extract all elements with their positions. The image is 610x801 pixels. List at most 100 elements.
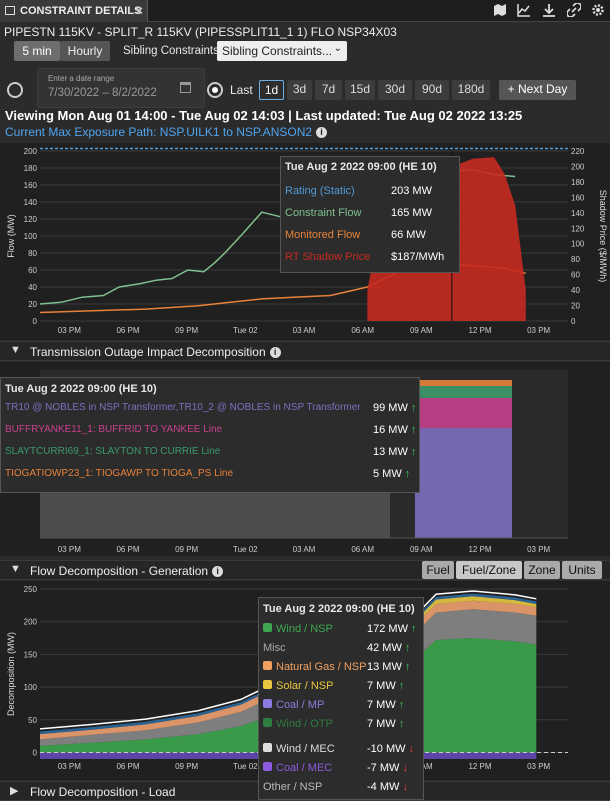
close-icon[interactable]: ×	[135, 3, 143, 18]
tab-title: CONSTRAINT DETAILS	[20, 5, 142, 17]
tooltip-row-label: Rating (Static)	[285, 185, 355, 197]
max-exposure-text: Current Max Exposure Path: NSP.UILK1 to …	[5, 125, 313, 139]
tooltip-row-value: 66 MW	[391, 229, 426, 241]
interval-5min-button[interactable]: 5 min	[14, 41, 60, 61]
tooltip-title: Tue Aug 2 2022 09:00 (HE 10)	[263, 603, 415, 615]
tooltip-row: BUFFRYANKE11_1: BUFFRID TO YANKEE Line 16…	[1, 421, 419, 439]
outage-series-area	[415, 380, 512, 386]
tooltip-row-label: Wind / MEC	[263, 743, 335, 755]
range-30d-button[interactable]: 30d	[378, 80, 412, 100]
flame-icon	[263, 661, 272, 670]
tooltip-row: Wind / NSP 172 MW ↑	[259, 620, 423, 638]
sibling-select-value: Sibling Constraints...	[222, 44, 333, 58]
date-range-radio[interactable]	[7, 82, 23, 98]
y-axis-label: Flow (MW)	[6, 214, 16, 258]
tab-bar: CONSTRAINT DETAILS ×	[0, 0, 610, 22]
max-exposure-path-link[interactable]: Current Max Exposure Path: NSP.UILK1 to …	[5, 125, 328, 139]
range-7d-button[interactable]: 7d	[315, 80, 342, 100]
chevron-down-icon: ▼	[10, 563, 21, 575]
tooltip-row-value: 7 MW ↑	[367, 680, 405, 692]
tooltip-row-value: 99 MW ↑	[373, 402, 417, 414]
generation-tooltip: Tue Aug 2 2022 09:00 (HE 10) Wind / NSP 1…	[258, 597, 424, 800]
arrow-down-icon: ↓	[408, 743, 415, 755]
tooltip-row-label: TIOGATIOWP23_1: TIOGAWP TO TIOGA_PS Line	[5, 468, 234, 479]
outage-section-header[interactable]: ▼ Transmission Outage Impact Decompositi…	[0, 341, 610, 361]
arrow-up-icon: ↑	[411, 623, 417, 635]
tooltip-row: Coal / MEC -7 MW ↓	[259, 759, 423, 777]
tooltip-row-value: -10 MW ↓	[367, 743, 415, 755]
arrow-up-icon: ↑	[404, 468, 411, 480]
arrow-up-icon: ↑	[410, 446, 417, 458]
tooltip-row: Misc 42 MW ↑	[259, 639, 423, 657]
outage-tooltip: Tue Aug 2 2022 09:00 (HE 10) TR10 @ NOBL…	[0, 377, 420, 493]
interval-hourly-button[interactable]: Hourly	[60, 41, 110, 61]
range-1d-button[interactable]: 1d	[259, 80, 284, 100]
y-tick-label: 50	[28, 716, 37, 725]
y-right-tick-label: 220	[571, 147, 585, 156]
arrow-up-icon: ↑	[398, 718, 405, 730]
toggle-zone-button[interactable]: Zone	[524, 561, 560, 579]
tooltip-row-label: BUFFRYANKE11_1: BUFFRID TO YANKEE Line	[5, 424, 223, 435]
toggle-fuel-zone-button[interactable]: Fuel/Zone	[456, 561, 522, 579]
chevron-down-icon: ▼	[10, 344, 21, 356]
info-icon[interactable]: i	[269, 347, 281, 359]
solar-icon	[263, 680, 272, 689]
info-icon[interactable]: i	[316, 127, 328, 139]
tooltip-row-value: 172 MW ↑	[367, 623, 417, 635]
arrow-down-icon: ↓	[402, 781, 408, 793]
x-tick-label: 03 PM	[527, 326, 550, 335]
toggle-fuel-button[interactable]: Fuel	[422, 561, 454, 579]
next-day-button[interactable]: + Next Day	[499, 80, 576, 100]
range-15d-button[interactable]: 15d	[345, 80, 375, 100]
x-tick-label: 09 PM	[175, 762, 198, 771]
info-icon[interactable]: i	[212, 566, 224, 578]
y-axis-label: Decomposition (MW)	[6, 632, 16, 716]
outage-series-area	[415, 386, 512, 398]
chevron-down-icon: ⌄	[333, 43, 342, 54]
y-tick-label: 160	[24, 181, 38, 190]
range-3d-button[interactable]: 3d	[287, 80, 312, 100]
tooltip-row-value: 16 MW ↑	[373, 424, 417, 436]
map-icon[interactable]	[492, 3, 508, 19]
outage-series-area	[415, 428, 512, 538]
tooltip-row-label: Wind / OTP	[263, 718, 333, 730]
toggle-units-button[interactable]: Units	[562, 561, 602, 579]
x-tick-label: 06 PM	[116, 545, 139, 554]
tooltip-row-label: Misc	[263, 642, 286, 654]
tooltip-row: Wind / OTP 7 MW ↑	[259, 715, 423, 733]
tab-constraint-details[interactable]: CONSTRAINT DETAILS ×	[0, 0, 148, 22]
link-icon[interactable]	[566, 2, 582, 19]
sibling-constraints-select[interactable]: Sibling Constraints... ⌄	[217, 41, 347, 61]
range-90d-button[interactable]: 90d	[415, 80, 449, 100]
x-tick-label: Tue 02	[233, 762, 258, 771]
tooltip-row: Natural Gas / NSP 13 MW ↑	[259, 658, 423, 676]
tooltip-row-label: Other / NSP	[263, 781, 323, 793]
load-section-title: Flow Decomposition - Load	[30, 785, 176, 799]
tooltip-row: Rating (Static) 203 MW	[281, 182, 459, 200]
date-range-picker[interactable]: Enter a date range 7/30/2022 – 8/2/2022	[37, 68, 205, 108]
tooltip-row-value: 13 MW ↑	[367, 661, 411, 673]
range-180d-button[interactable]: 180d	[452, 80, 490, 100]
tooltip-row-value: -7 MW ↓	[367, 762, 408, 774]
tooltip-row-value: 42 MW ↑	[367, 642, 411, 654]
y-right-tick-label: 20	[571, 302, 580, 311]
tooltip-row-value: 13 MW ↑	[373, 446, 417, 458]
calendar-icon[interactable]	[180, 82, 191, 93]
tooltip-row-value: 5 MW ↑	[373, 468, 411, 480]
last-range-radio[interactable]	[207, 82, 223, 98]
y-right-tick-label: 40	[571, 286, 580, 295]
download-icon[interactable]	[541, 3, 557, 19]
x-tick-label: 06 AM	[351, 545, 374, 554]
x-tick-label: 09 PM	[175, 545, 198, 554]
x-tick-label: 06 PM	[116, 762, 139, 771]
x-tick-label: 09 AM	[410, 545, 433, 554]
sibling-label: Sibling Constraints:	[123, 45, 223, 57]
wind-icon	[263, 718, 272, 727]
line-chart-icon[interactable]	[516, 3, 532, 19]
x-tick-label: 03 AM	[293, 545, 316, 554]
settings-icon[interactable]	[590, 3, 606, 19]
tooltip-row-value: 7 MW ↑	[367, 718, 405, 730]
arrow-up-icon: ↑	[404, 642, 411, 654]
tooltip-row-value: 203 MW	[391, 185, 432, 197]
y-right-tick-label: 120	[571, 224, 585, 233]
